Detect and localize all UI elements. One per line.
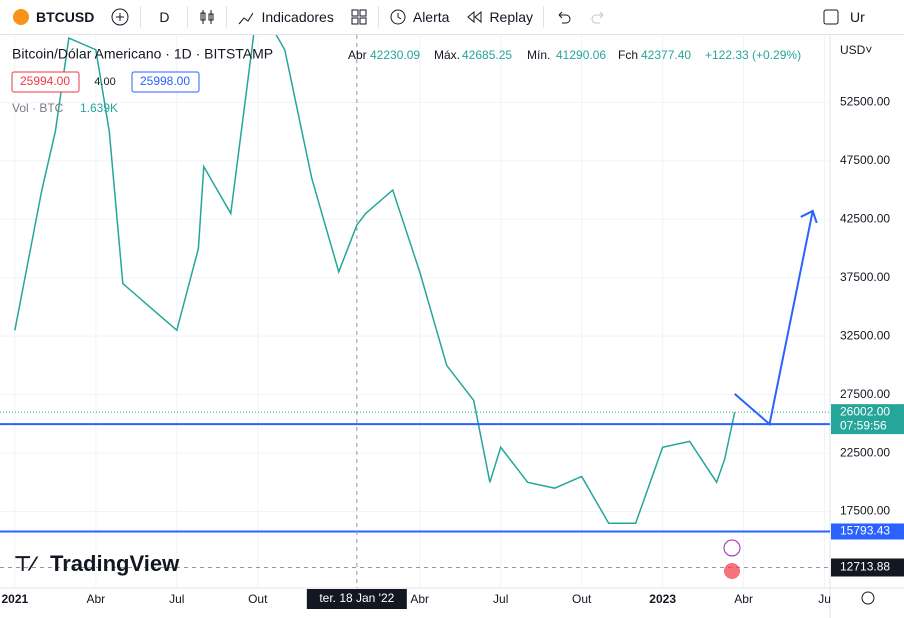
toolbar: BTCUSD D Indicadores Alerta Replay Ur: [0, 0, 904, 35]
ask-box[interactable]: [131, 71, 200, 93]
undo[interactable]: [554, 8, 572, 26]
change: +122.33 (+0.29%): [705, 48, 801, 62]
price-badge: [831, 523, 904, 540]
x-tick-label: Out: [572, 592, 592, 606]
x-tick-label: Abr: [410, 592, 429, 606]
y-tick-label: 32500.00: [840, 328, 890, 342]
y-tick-label: 27500.00: [840, 387, 890, 401]
settings[interactable]: [861, 591, 875, 605]
legend-title: Bitcoin/Dólar Americano · 1D · BITSTAMP: [12, 46, 273, 62]
chart: Bitcoin/Dólar Americano · 1D · BITSTAMP …: [0, 35, 904, 618]
event-icon[interactable]: [724, 563, 740, 579]
logo: TradingView: [50, 551, 180, 576]
low: 41290.06: [556, 48, 606, 62]
y-tick-label: 42500.00: [840, 211, 890, 225]
crosshair-x-label: ter. 18 Jan '22: [319, 591, 394, 605]
open-label: Abr: [348, 48, 367, 62]
interval[interactable]: D: [159, 9, 170, 25]
x-tick-label: Ju: [818, 592, 831, 606]
last-price-badge: [831, 404, 904, 435]
indicators[interactable]: Indicadores: [261, 9, 334, 25]
y-tick-label: 52500.00: [840, 95, 890, 109]
y-tick-label: 47500.00: [840, 153, 890, 167]
high-label: Máx.: [434, 48, 460, 62]
spread: 4.00: [94, 76, 115, 88]
redo[interactable]: [590, 8, 608, 26]
ask: 25998.00: [140, 74, 190, 88]
x-tick-label: 2023: [649, 592, 676, 606]
x-tick-label: 2021: [1, 592, 28, 606]
chart-type[interactable]: [198, 8, 216, 26]
x-tick-label: Abr: [734, 592, 753, 606]
x-tick-label: Jul: [169, 592, 184, 606]
x-tick-label: Out: [248, 592, 268, 606]
overlay: Bitcoin/Dólar Americano · 1D · BITSTAMP …: [1, 43, 904, 609]
high: 42685.25: [462, 48, 512, 62]
plot: [0, 35, 830, 588]
low-label: Mín.: [527, 48, 550, 62]
replay-icon[interactable]: [465, 8, 483, 26]
crosshair-y-label: 12713.88: [840, 560, 890, 574]
alert-icon[interactable]: [389, 8, 407, 26]
y-tick-label: 22500.00: [840, 445, 890, 459]
currency[interactable]: USD˅: [840, 43, 872, 57]
user-menu[interactable]: Ur: [850, 9, 865, 25]
crosshair-y-badge: [831, 558, 904, 577]
arrow-head: [800, 209, 818, 224]
crosshair-x-badge: [306, 589, 407, 609]
event-icon[interactable]: [723, 539, 741, 557]
templates[interactable]: [350, 8, 368, 26]
x-tick-label: Abr: [86, 592, 105, 606]
volume-label: Vol · BTC: [12, 101, 64, 115]
bid-box[interactable]: [11, 71, 80, 93]
indicators-icon[interactable]: [237, 8, 255, 26]
compare-button[interactable]: [110, 7, 130, 27]
alert[interactable]: Alerta: [412, 9, 450, 25]
price-badge-label: 15793.43: [840, 524, 890, 538]
replay[interactable]: Replay: [489, 9, 534, 25]
open: 42230.09: [370, 48, 420, 62]
price-line: [14, 35, 736, 524]
projection: [734, 210, 814, 426]
volume: 1.639K: [80, 101, 118, 115]
x-tick-label: Jul: [493, 592, 508, 606]
symbol[interactable]: BTCUSD: [36, 9, 95, 25]
y-tick-label: 17500.00: [840, 504, 890, 518]
bar-timer: 07:59:56: [840, 418, 887, 432]
close: 42377.40: [641, 48, 691, 62]
last-price: 26002.00: [840, 404, 890, 418]
bid: 25994.00: [20, 74, 70, 88]
close-label: Fch: [618, 48, 638, 62]
y-tick-label: 37500.00: [840, 270, 890, 284]
btc-icon: [13, 9, 29, 25]
logo-mark: ⊤⁄: [14, 553, 39, 575]
fullscreen[interactable]: [822, 8, 840, 26]
